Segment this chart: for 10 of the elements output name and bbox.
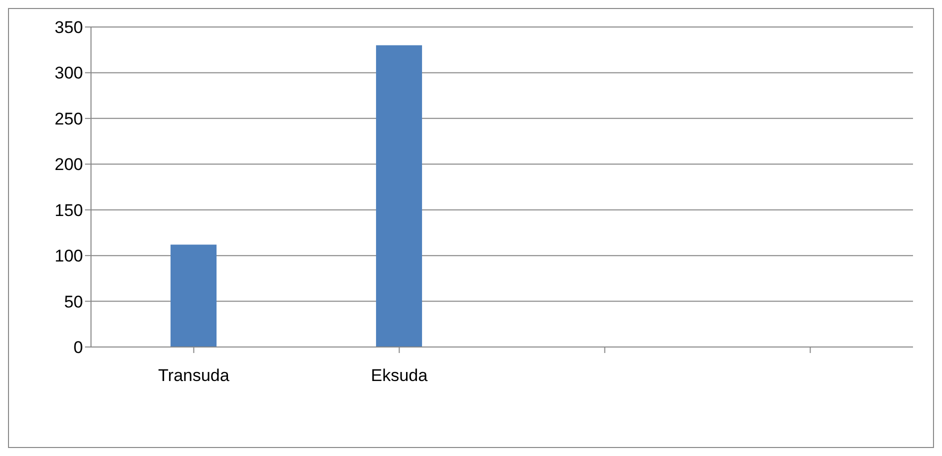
y-tick-label: 300 [54, 64, 83, 83]
y-tick-label: 50 [64, 292, 83, 312]
y-tick-label: 350 [54, 18, 83, 38]
y-tick-label: 100 [54, 246, 83, 266]
y-tick-label: 200 [54, 155, 83, 174]
x-tick-label: Eksuda [370, 366, 428, 386]
y-tick-label: 250 [54, 109, 83, 128]
x-tick-label: Transuda [158, 366, 230, 386]
y-tick-label: 0 [74, 338, 83, 358]
y-tick-label: 150 [54, 200, 83, 220]
